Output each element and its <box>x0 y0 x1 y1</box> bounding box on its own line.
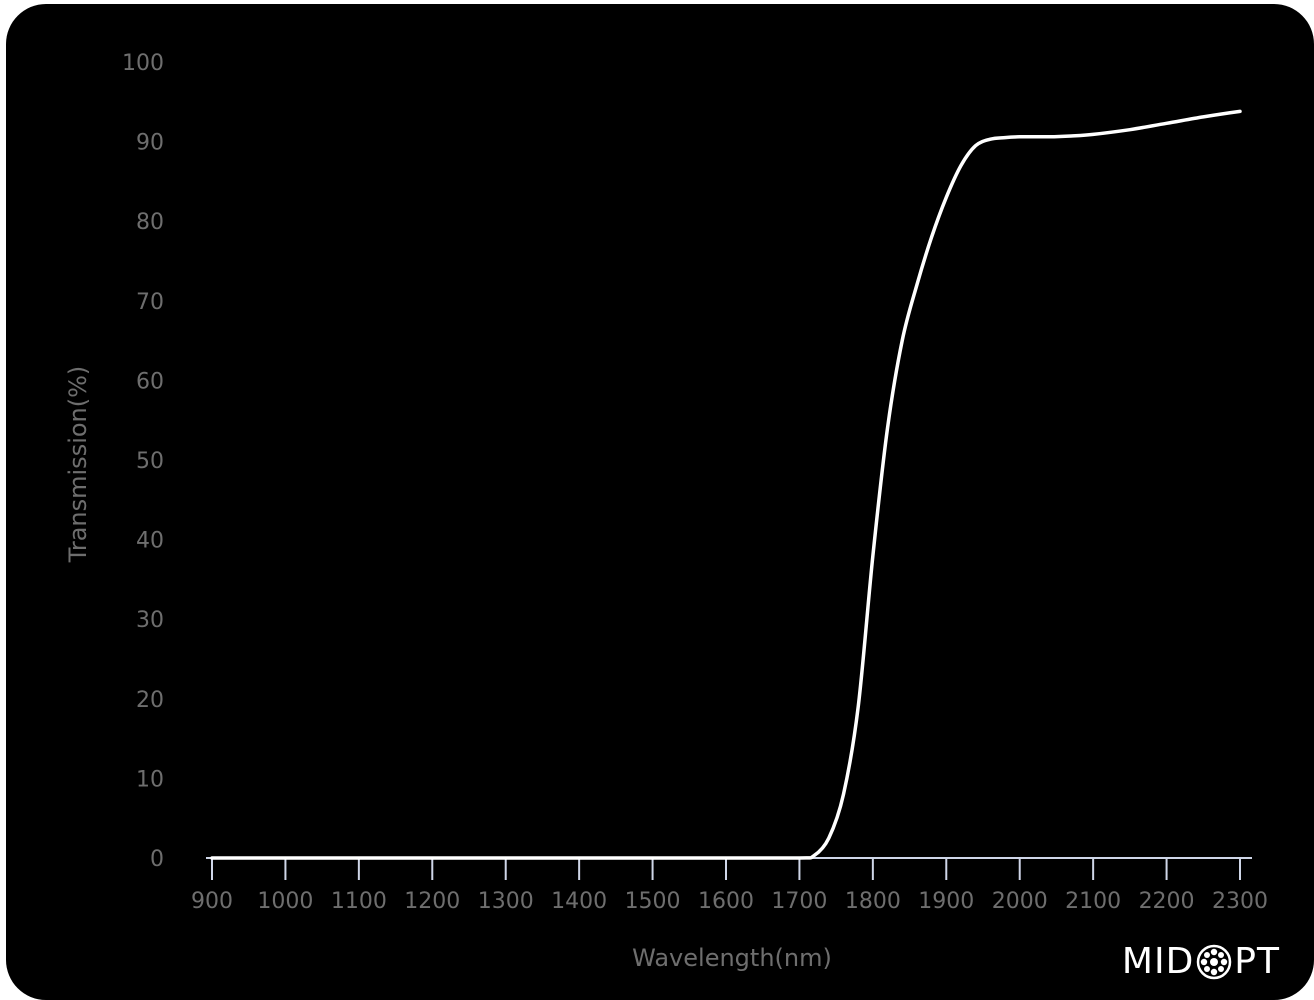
x-tick-label: 2000 <box>992 889 1048 914</box>
x-tick-label: 1600 <box>698 889 754 914</box>
y-tick-label: 50 <box>136 449 164 474</box>
logo-text-left: MID <box>1121 941 1195 982</box>
x-tick-label: 2300 <box>1212 889 1268 914</box>
transmission-chart: 0 10 20 30 40 50 60 70 80 90 100 900 1000 1100 1200 13… <box>64 51 1268 972</box>
y-tick-label: 70 <box>136 290 164 315</box>
chart-frame: 0 10 20 30 40 50 60 70 80 90 100 900 1000 1100 1200 13… <box>6 4 1314 1000</box>
y-tick-label: 10 <box>136 767 164 792</box>
x-tick-label: 1800 <box>845 889 901 914</box>
y-tick-label: 20 <box>136 688 164 713</box>
y-axis-title: Transmission(%) <box>64 366 92 564</box>
x-axis-title: Wavelength(nm) <box>632 944 832 972</box>
x-tick-label: 1700 <box>771 889 827 914</box>
x-tick-label: 2100 <box>1065 889 1121 914</box>
y-tick-label: 60 <box>136 369 164 394</box>
x-tick-label: 1900 <box>918 889 974 914</box>
y-tick-label: 40 <box>136 529 164 554</box>
y-tick-label: 100 <box>122 51 164 76</box>
logo-text-right: PT <box>1234 941 1280 982</box>
x-tick-label: 1400 <box>551 889 607 914</box>
x-tick-label: 1100 <box>331 889 387 914</box>
midopt-logo: MID PT <box>1122 941 1280 982</box>
transmission-curve <box>210 109 1242 860</box>
x-tick-label: 1500 <box>625 889 681 914</box>
y-tick-label: 30 <box>136 608 164 633</box>
x-tick-label: 2200 <box>1139 889 1195 914</box>
x-tick-label: 1000 <box>257 889 313 914</box>
x-tick-label: 1200 <box>404 889 460 914</box>
logo-lens-icon <box>1197 944 1232 979</box>
y-tick-label: 0 <box>150 847 164 872</box>
y-tick-label: 80 <box>136 210 164 235</box>
x-tick-label: 900 <box>191 889 233 914</box>
y-tick-label: 90 <box>136 131 164 156</box>
x-tick-label: 1300 <box>478 889 534 914</box>
